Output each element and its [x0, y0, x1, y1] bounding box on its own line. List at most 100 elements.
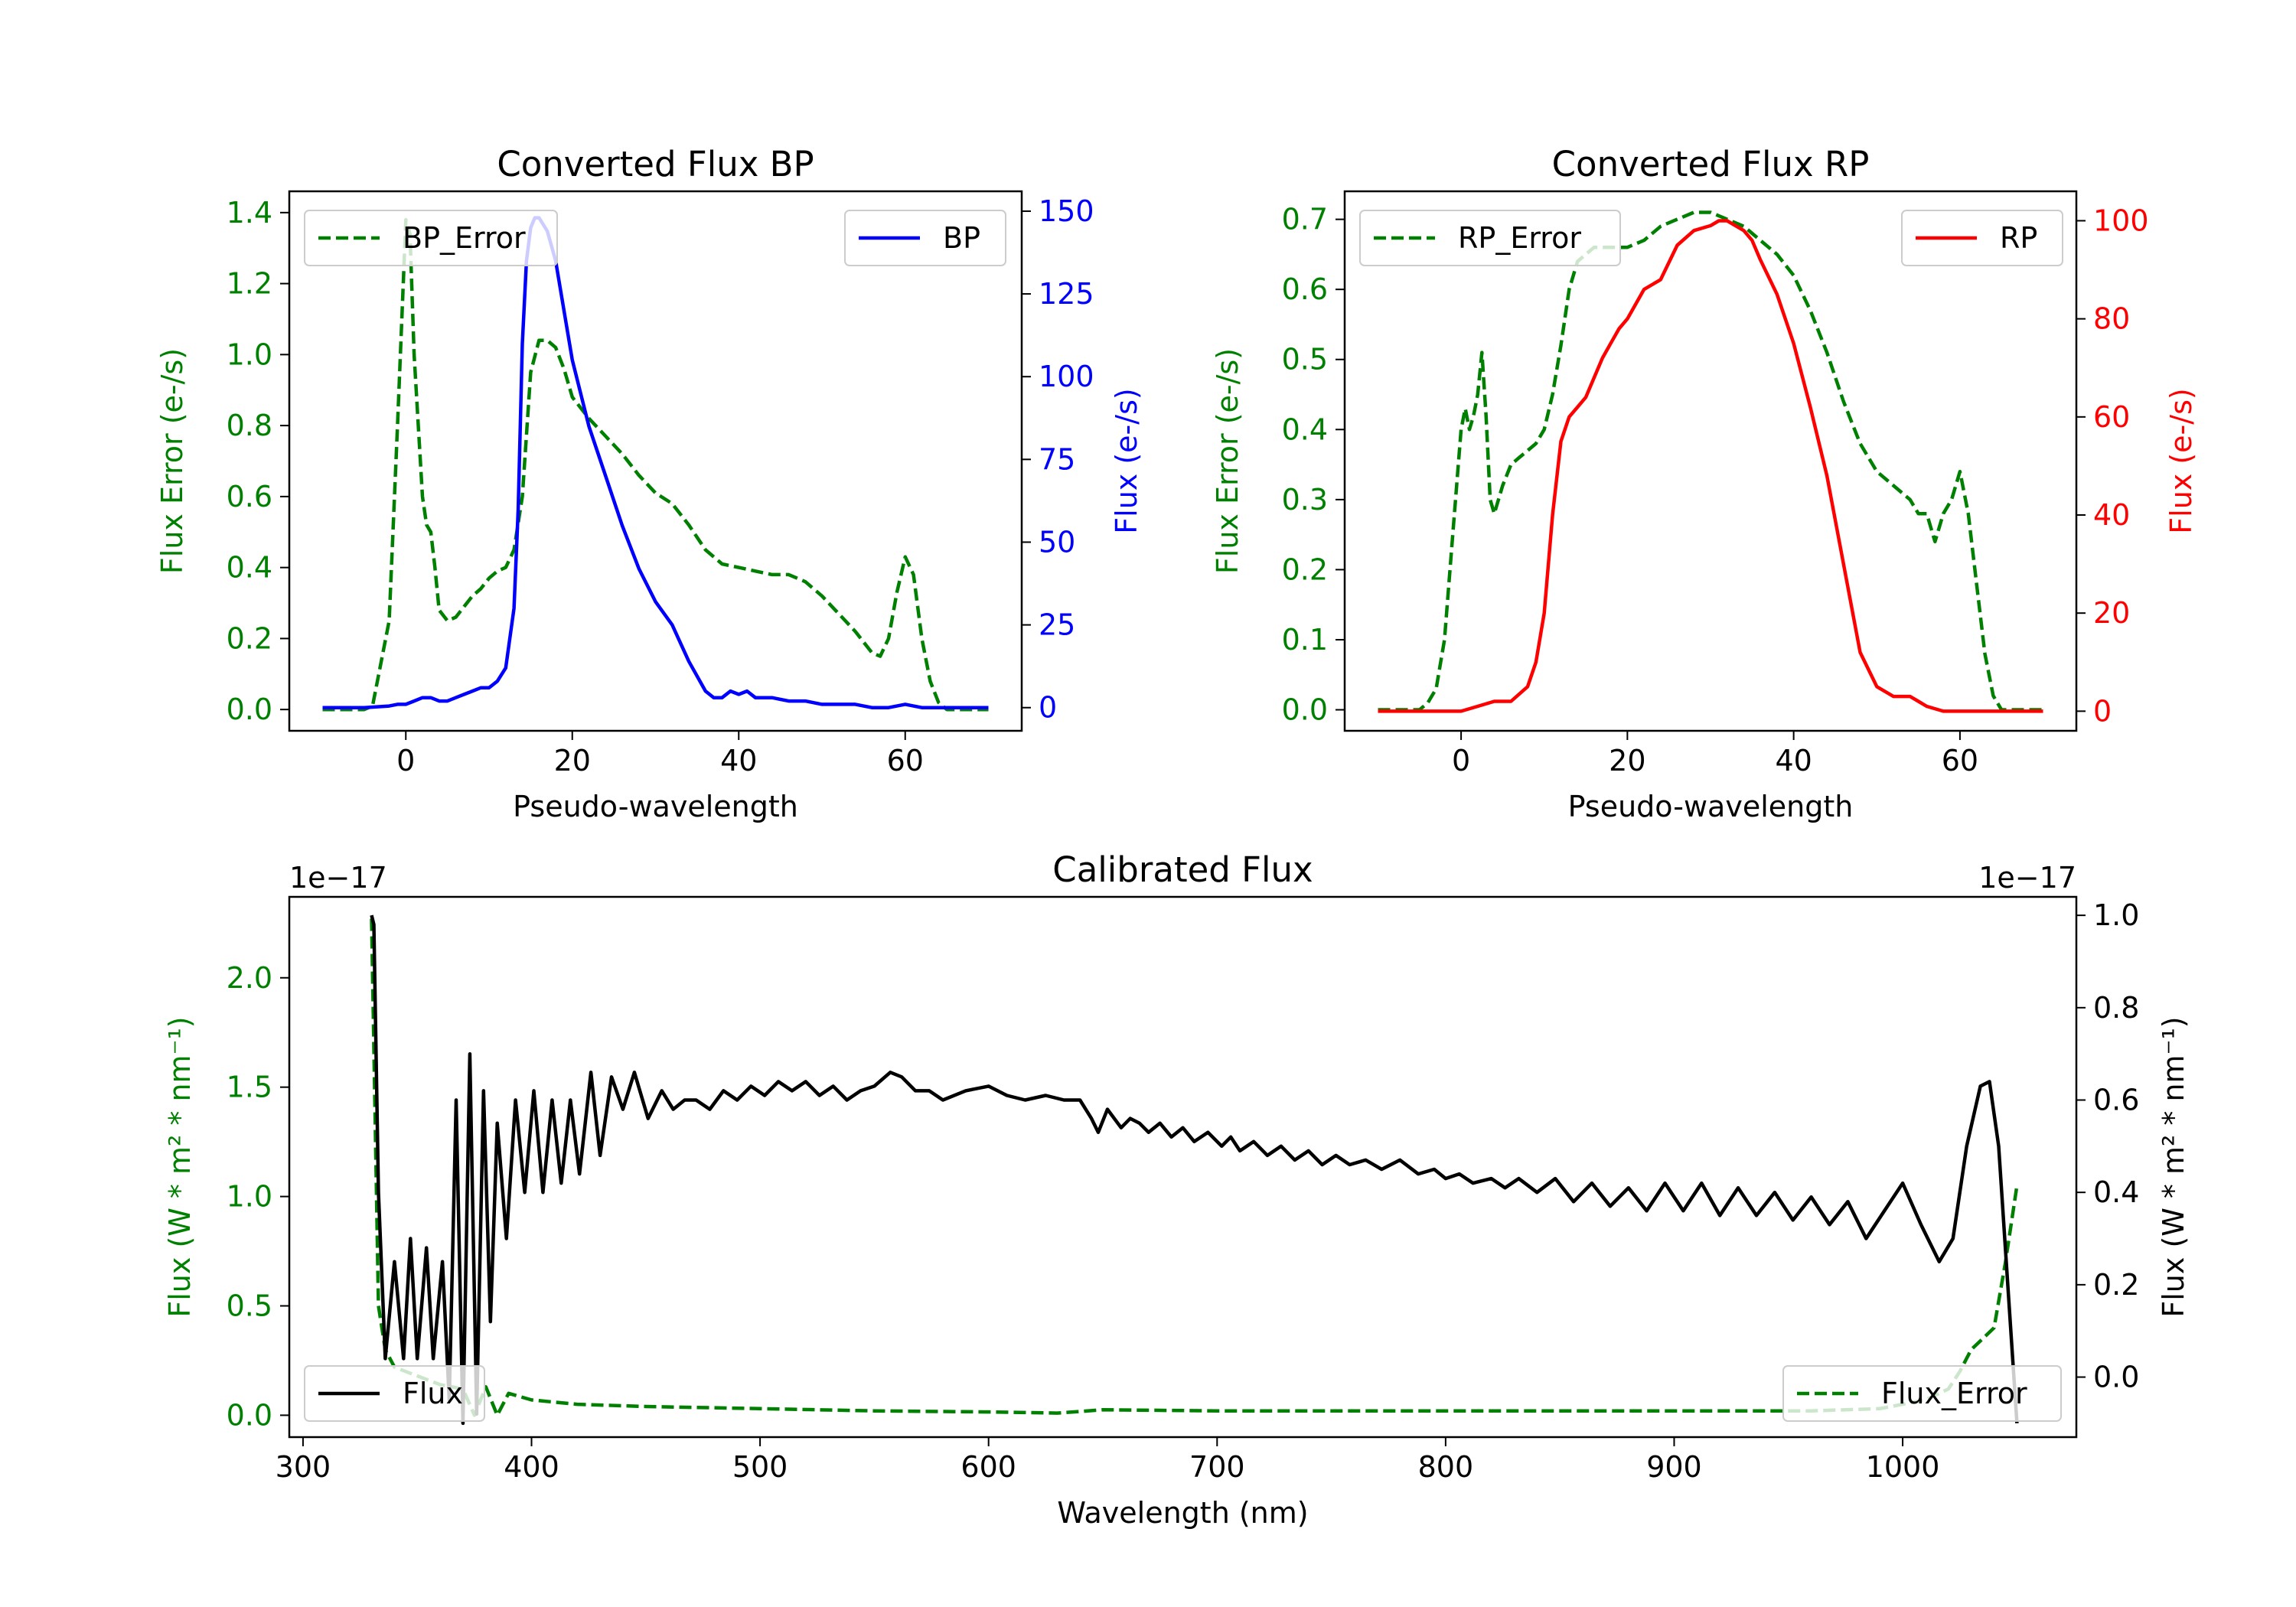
- x-tick-label: 0: [396, 744, 415, 777]
- legend-right: RP: [1901, 210, 2063, 266]
- y-left-tick-label: 0.5: [227, 1289, 272, 1323]
- y-left-tick-label: 0.2: [1282, 553, 1328, 586]
- x-tick-label: 600: [960, 1450, 1016, 1484]
- y-left-tick-label: 0.4: [227, 551, 272, 585]
- y-right-tick-label: 0.8: [2093, 991, 2139, 1025]
- y-right-tick-label: 100: [1039, 360, 1094, 393]
- legend-box: [1901, 210, 2063, 266]
- y-left-tick-label: 2.0: [227, 961, 272, 995]
- series-line-flux-error: [370, 918, 2019, 1417]
- y-left-tick-label: 0.7: [1282, 203, 1328, 236]
- x-tick-label: 500: [732, 1450, 788, 1484]
- y-left-tick-label: 1.0: [227, 337, 272, 371]
- series-line-rp: [1378, 219, 2043, 713]
- y-right-offset-label: 1e−17: [1978, 861, 2076, 895]
- series-group: [1378, 210, 2043, 713]
- y-right-tick-label: 60: [2093, 400, 2130, 434]
- y-left-offset-label: 1e−17: [289, 861, 387, 895]
- y-left-tick-label: 0.6: [227, 480, 272, 513]
- y-right-axis-label: Flux (W * m² * nm⁻¹): [2157, 1016, 2190, 1317]
- y-right-tick-label: 50: [1039, 525, 1075, 559]
- y-right-tick-label: 75: [1039, 442, 1075, 476]
- x-tick-label: 900: [1646, 1450, 1702, 1484]
- charts-layer: Converted Flux BP 0 20 40 60 Pseudo-wavelengt…: [155, 144, 2198, 1530]
- legend-box: [304, 210, 558, 266]
- chart-title: Converted Flux BP: [497, 144, 814, 184]
- legend-left: BP_Error: [304, 210, 558, 266]
- chart-cal: Calibrated Flux 300 400 500 600 700 800 900 1000…: [163, 849, 2190, 1530]
- x-tick-label: 700: [1189, 1450, 1245, 1484]
- legend-right: Flux_Error: [1782, 1365, 2062, 1422]
- chart-title: Calibrated Flux: [1052, 849, 1313, 890]
- y-right-tick-label: 0.6: [2093, 1084, 2139, 1117]
- series-line-bp-error: [322, 217, 989, 712]
- y-right-tick-label: 0.4: [2093, 1175, 2139, 1209]
- legend-left: Flux: [304, 1365, 485, 1422]
- y-right-tick-label: 25: [1039, 608, 1075, 642]
- x-tick-label: 20: [554, 744, 591, 777]
- y-left-tick-label: 0.3: [1282, 483, 1328, 517]
- y-left-axis-label: Flux (W * m² * nm⁻¹): [163, 1016, 197, 1317]
- legend-label: Flux_Error: [1881, 1377, 2027, 1410]
- y-left-tick-label: 1.5: [227, 1071, 272, 1104]
- series-group: [370, 914, 2019, 1426]
- x-tick-label: 60: [887, 744, 924, 777]
- y-left-tick-label: 0.4: [1282, 412, 1328, 446]
- x-axis-label: Pseudo-wavelength: [513, 790, 798, 823]
- x-tick-label: 60: [1942, 744, 1978, 777]
- x-axis-label: Wavelength (nm): [1057, 1496, 1308, 1530]
- legend-box: [1782, 1365, 2062, 1422]
- plot-frame: [288, 190, 1023, 732]
- legend-label: RP_Error: [1458, 221, 1581, 255]
- chart-title: Converted Flux RP: [1552, 144, 1870, 184]
- y-right-tick-label: 0: [2093, 694, 2112, 728]
- legend-label: BP: [943, 221, 980, 255]
- y-left-tick-label: 0.2: [227, 621, 272, 655]
- series-line-rp-error: [1378, 210, 2043, 712]
- y-left-tick-label: 0.0: [227, 693, 272, 726]
- y-right-tick-label: 100: [2093, 204, 2149, 237]
- y-left-axis-label: Flux Error (e-/s): [155, 348, 189, 574]
- legend-box: [844, 210, 1006, 266]
- chart-bp: Converted Flux BP 0 20 40 60 Pseudo-wavelengt…: [155, 144, 1143, 823]
- y-left-tick-label: 0.0: [227, 1398, 272, 1432]
- x-tick-label: 0: [1452, 744, 1470, 777]
- plot-frame: [1343, 190, 2078, 732]
- series-line-flux: [370, 914, 2019, 1426]
- x-tick-label: 300: [276, 1450, 331, 1484]
- x-tick-label: 20: [1609, 744, 1645, 777]
- series-group: [322, 216, 989, 712]
- y-left-tick-label: 1.0: [227, 1180, 272, 1214]
- y-right-tick-label: 0.0: [2093, 1361, 2139, 1394]
- y-right-tick-label: 1.0: [2093, 898, 2139, 932]
- x-tick-label: 1000: [1866, 1450, 1940, 1484]
- x-tick-label: 40: [720, 744, 757, 777]
- x-axis-label: Pseudo-wavelength: [1568, 790, 1854, 823]
- x-tick-label: 40: [1775, 744, 1812, 777]
- legend-right: BP: [844, 210, 1006, 266]
- y-right-tick-label: 40: [2093, 498, 2130, 532]
- y-left-tick-label: 1.2: [227, 267, 272, 301]
- legend-label: BP_Error: [403, 221, 526, 255]
- y-left-tick-label: 0.8: [227, 409, 272, 442]
- y-right-axis-label: Flux (e-/s): [2164, 388, 2198, 533]
- legend-label: RP: [2000, 221, 2037, 255]
- x-tick-label: 400: [504, 1450, 559, 1484]
- y-left-tick-label: 1.4: [227, 196, 272, 230]
- x-tick-label: 800: [1418, 1450, 1474, 1484]
- legend-label: Flux: [403, 1377, 463, 1410]
- legend-box: [304, 1365, 485, 1422]
- y-right-tick-label: 20: [2093, 596, 2130, 630]
- y-right-tick-label: 80: [2093, 302, 2130, 336]
- y-left-tick-label: 0.5: [1282, 343, 1328, 376]
- y-left-tick-label: 0.0: [1282, 693, 1328, 727]
- y-right-tick-label: 0.2: [2093, 1268, 2139, 1302]
- y-right-axis-label: Flux (e-/s): [1110, 388, 1143, 533]
- legend-box: [1359, 210, 1621, 266]
- series-line-bp: [322, 216, 989, 709]
- plot-frame: [288, 895, 2078, 1439]
- y-right-tick-label: 125: [1039, 277, 1094, 311]
- y-left-tick-label: 0.1: [1282, 623, 1328, 657]
